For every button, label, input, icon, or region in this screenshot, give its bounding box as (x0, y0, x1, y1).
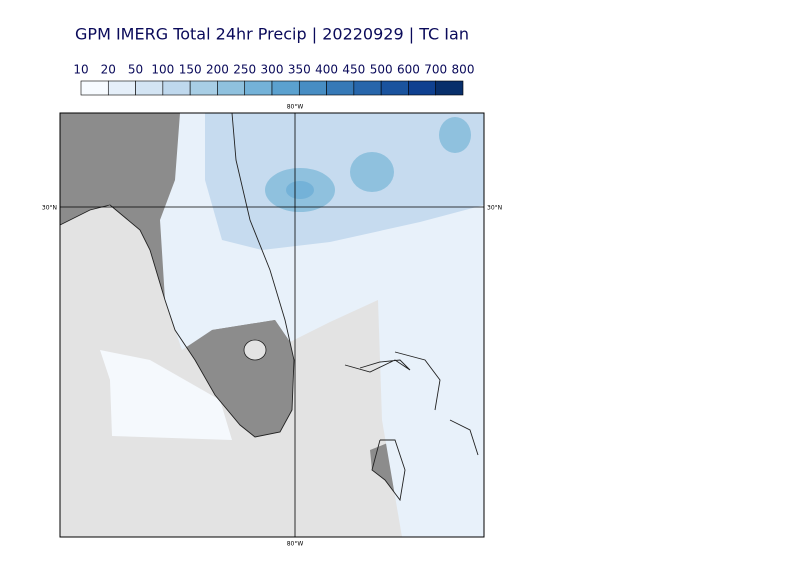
colorbar-bin (189, 80, 218, 96)
colorbar-label: 300 (261, 63, 284, 77)
colorbar-bin (380, 80, 409, 96)
colorbar: 10 20 50 100 150 200 250 300 350 400 450 500 600 700 8… (73, 63, 474, 96)
colorbar-bin (107, 80, 136, 96)
colorbar-bin (80, 80, 109, 96)
colorbar-bin (408, 80, 437, 96)
colorbar-bin (435, 80, 464, 96)
colorbar-label: 450 (342, 63, 365, 77)
colorbar-label: 100 (151, 63, 174, 77)
colorbar-bin (162, 80, 191, 96)
coastline (59, 112, 295, 438)
precip-moderate (205, 113, 484, 250)
lon-label: 80°W (287, 104, 304, 111)
precip-faint (100, 350, 232, 440)
colorbar-label: 800 (452, 63, 475, 77)
colorbar-label: 600 (397, 63, 420, 77)
precip-heavy (350, 152, 394, 192)
colorbar-bin (244, 80, 273, 96)
colorbar-bin (135, 80, 164, 96)
colorbar-bin (271, 80, 300, 96)
map-frame (59, 112, 485, 538)
lat-label: 30°N (487, 205, 502, 212)
coastline (449, 419, 479, 456)
colorbar-label: 500 (370, 63, 393, 77)
lon-label: 80°W (287, 541, 304, 548)
coastline (344, 359, 411, 373)
colorbar-label: 400 (315, 63, 338, 77)
colorbar-label: 150 (179, 63, 202, 77)
lake (243, 339, 267, 361)
lat-label: 30°N (42, 205, 57, 212)
colorbar-label: 700 (424, 63, 447, 77)
colorbar-bin (217, 80, 246, 96)
map: 80°W 80°W 30°N 30°N (42, 104, 502, 548)
land-south (200, 320, 294, 437)
colorbar-bin (326, 80, 355, 96)
colorbar-bin (298, 80, 327, 96)
colorbar-label: 250 (233, 63, 256, 77)
coastline (394, 351, 441, 411)
precip-heavy (439, 117, 471, 153)
colorbar-label: 10 (73, 63, 88, 77)
colorbar-bin (353, 80, 382, 96)
colorbar-label: 50 (128, 63, 143, 77)
colorbar-label: 20 (101, 63, 116, 77)
precip-heavier (286, 181, 314, 199)
colorbar-label: 200 (206, 63, 229, 77)
colorbar-label: 350 (288, 63, 311, 77)
title: GPM IMERG Total 24hr Precip | 20220929 |… (75, 25, 469, 44)
coastline (371, 439, 406, 502)
